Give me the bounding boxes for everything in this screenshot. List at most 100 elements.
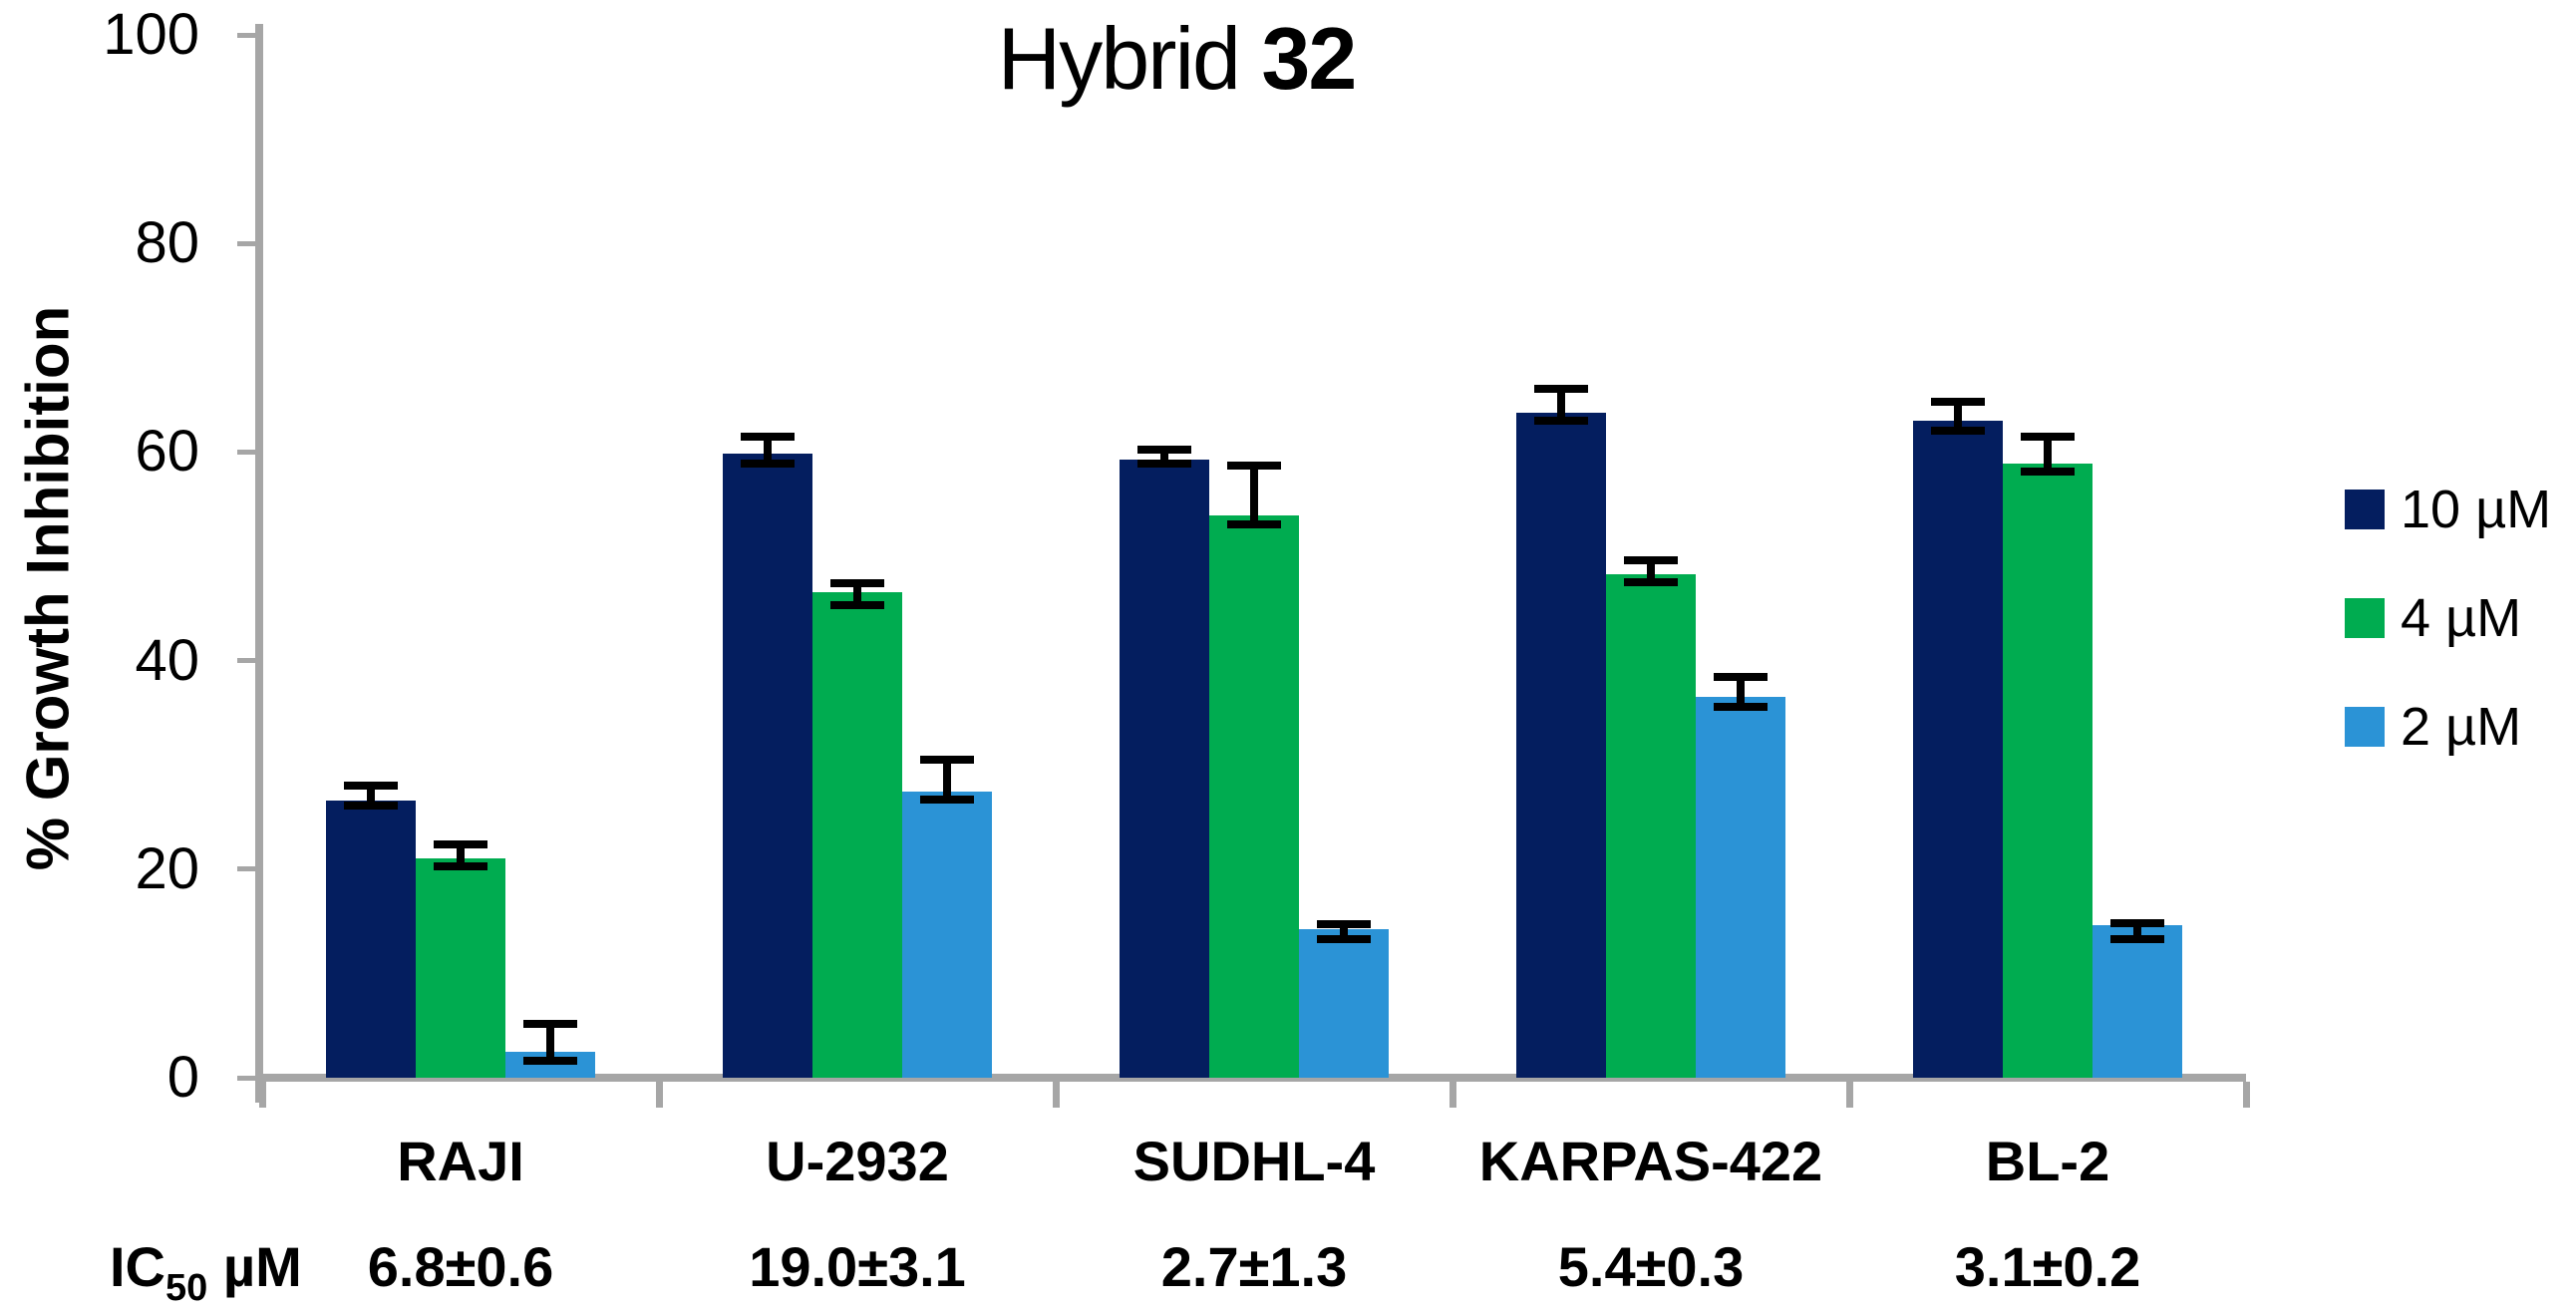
legend-label: 2 µM	[2401, 697, 2522, 757]
error-bar-cap-bottom	[741, 460, 795, 469]
error-bar-line	[2133, 919, 2141, 944]
legend-item-10µM: 10 µM	[2345, 480, 2552, 539]
error-bar-cap-top	[344, 781, 398, 790]
error-bar-line	[1250, 461, 1258, 528]
error-bar-line	[1954, 398, 1962, 435]
error-bar-line	[1340, 920, 1348, 944]
error-bar-line	[546, 1020, 554, 1066]
x-axis-tick	[258, 1082, 266, 1108]
chart-title: Hybrid 32	[997, 8, 1358, 110]
legend-swatch-icon	[2345, 598, 2385, 638]
error-bar-cap-bottom	[2110, 935, 2164, 944]
x-axis-tick	[655, 1082, 663, 1108]
error-bar-line	[943, 755, 951, 804]
error-bar-line	[457, 839, 465, 870]
error-bar-cap-bottom	[1317, 935, 1371, 944]
y-axis-tick-label: 40	[135, 627, 199, 693]
ic50-value-KARPAS-422: 5.4±0.3	[1557, 1235, 1745, 1298]
error-bar-cap-top	[1714, 673, 1768, 682]
category-label-KARPAS-422: KARPAS-422	[1478, 1130, 1823, 1192]
x-axis-tick	[2242, 1082, 2250, 1108]
error-bar-cap-top	[523, 1020, 577, 1029]
ic50-row-label: IC50 µM	[110, 1234, 302, 1310]
error-bar-cap-bottom	[1137, 460, 1191, 469]
error-bar-cap-top	[1624, 556, 1678, 564]
ic50-label-unit: µM	[207, 1235, 302, 1298]
bar-4µM-RAJI	[416, 858, 505, 1078]
error-bar-line	[2044, 432, 2052, 477]
y-axis-tick	[237, 1075, 257, 1081]
error-bar-cap-bottom	[2021, 468, 2075, 477]
y-axis-tick-label: 100	[103, 2, 199, 67]
error-bar-line	[1647, 556, 1655, 587]
error-bar-cap-top	[2021, 432, 2075, 441]
y-axis-tick	[237, 866, 257, 872]
bar-2µM-SUDHL-4	[1299, 929, 1389, 1078]
bar-2µM-U-2932	[902, 792, 992, 1078]
error-bar-cap-bottom	[830, 601, 884, 610]
bar-10µM-BL-2	[1913, 421, 2003, 1078]
error-bar-cap-bottom	[523, 1057, 577, 1066]
bar-10µM-KARPAS-422	[1516, 412, 1606, 1078]
y-axis-line	[255, 24, 263, 1103]
y-axis-title: % Growth Inhibition	[14, 305, 82, 871]
error-bar-cap-bottom	[1624, 578, 1678, 587]
ic50-value-RAJI: 6.8±0.6	[367, 1235, 554, 1298]
category-label-BL-2: BL-2	[1985, 1130, 2110, 1192]
chart-title-compound-number: 32	[1261, 9, 1357, 108]
legend-label: 10 µM	[2401, 480, 2552, 539]
error-bar-cap-top	[2110, 919, 2164, 927]
bar-10µM-SUDHL-4	[1120, 459, 1209, 1078]
error-bar-cap-top	[1137, 446, 1191, 455]
error-bar-cap-bottom	[1227, 519, 1281, 528]
bar-4µM-SUDHL-4	[1209, 515, 1299, 1078]
bar-2µM-BL-2	[2093, 925, 2182, 1078]
ic50-label-subscript: 50	[165, 1267, 208, 1309]
y-axis-tick-label: 0	[166, 1045, 199, 1110]
error-bar-cap-top	[920, 755, 974, 764]
error-bar-cap-top	[830, 579, 884, 587]
y-axis-tick-label: 80	[135, 210, 199, 276]
bar-10µM-U-2932	[723, 454, 812, 1078]
legend-swatch-icon	[2345, 707, 2385, 747]
legend-item-4µM: 4 µM	[2345, 588, 2521, 648]
error-bar-cap-bottom	[1931, 426, 1985, 435]
ic50-value-U-2932: 19.0±3.1	[749, 1235, 966, 1298]
bar-10µM-RAJI	[326, 800, 416, 1078]
error-bar-cap-top	[1227, 461, 1281, 470]
y-axis-tick	[237, 240, 257, 246]
y-axis-tick-label: 20	[135, 835, 199, 901]
x-axis-tick	[1449, 1082, 1456, 1108]
error-bar-line	[1557, 385, 1565, 426]
x-axis-tick	[1052, 1082, 1060, 1108]
y-axis-tick	[237, 449, 257, 455]
error-bar-cap-top	[434, 839, 487, 848]
error-bar-cap-top	[1317, 920, 1371, 929]
error-bar-line	[853, 579, 861, 610]
category-label-SUDHL-4: SUDHL-4	[1132, 1130, 1376, 1192]
y-axis-tick	[237, 32, 257, 38]
chart-title-prefix: Hybrid	[997, 9, 1262, 108]
error-bar-line	[1737, 673, 1745, 711]
legend-swatch-icon	[2345, 490, 2385, 529]
error-bar-cap-bottom	[344, 802, 398, 811]
bar-4µM-BL-2	[2003, 463, 2093, 1078]
bar-4µM-U-2932	[812, 591, 902, 1078]
error-bar-cap-bottom	[920, 795, 974, 804]
error-bar-cap-bottom	[434, 861, 487, 870]
ic50-value-SUDHL-4: 2.7±1.3	[1160, 1235, 1348, 1298]
error-bar-cap-bottom	[1534, 417, 1588, 426]
error-bar-line	[764, 432, 772, 469]
bar-2µM-KARPAS-422	[1696, 697, 1785, 1078]
y-axis-tick	[237, 658, 257, 664]
ic50-value-BL-2: 3.1±0.2	[1954, 1235, 2141, 1298]
ic50-label-prefix: IC	[110, 1235, 165, 1298]
bar-4µM-KARPAS-422	[1606, 573, 1696, 1078]
category-label-U-2932: U-2932	[766, 1130, 949, 1192]
error-bar-cap-top	[1534, 385, 1588, 394]
x-axis-line	[257, 1074, 2246, 1082]
error-bar-cap-top	[741, 432, 795, 441]
x-axis-tick	[1845, 1082, 1853, 1108]
error-bar-cap-bottom	[1714, 702, 1768, 711]
